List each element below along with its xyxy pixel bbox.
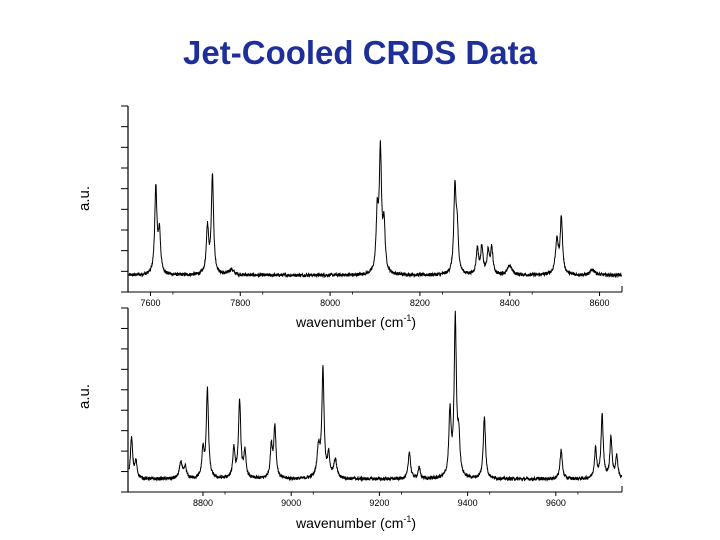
top-chart-x-axis-label: wavenumber (cm-1) — [296, 313, 417, 331]
x-tick-label: 8200 — [410, 298, 430, 308]
x-tick-label: 9200 — [369, 498, 389, 508]
bottom-spectrum-chart: 8800 9000 9200 9400 9600 — [121, 307, 623, 508]
x-tick-label: 9600 — [546, 498, 566, 508]
x-axis-label-exponent: -1 — [403, 514, 412, 524]
page-title: Jet-Cooled CRDS Data — [183, 34, 537, 71]
x-tick-label: 9400 — [458, 498, 478, 508]
x-tick-label: 7800 — [230, 298, 250, 308]
bottom-chart-x-axis-label: wavenumber (cm-1) — [296, 514, 417, 532]
spectrum-line — [128, 140, 623, 279]
x-axis-label-exponent: -1 — [403, 313, 412, 323]
x-tick-label: 8800 — [193, 498, 213, 508]
x-axis-label-close: ) — [411, 314, 417, 330]
x-axis-label-close: ) — [411, 515, 417, 531]
x-tick-label: 7600 — [140, 298, 160, 308]
x-tick-label: 8000 — [320, 298, 340, 308]
x-axis-label-text: wavenumber (cm — [296, 314, 404, 330]
x-tick-label: 8600 — [590, 298, 610, 308]
x-tick-label: 9000 — [281, 498, 301, 508]
top-spectrum-chart: 7600 7800 8000 8200 8400 8600 — [121, 105, 623, 308]
spectrum-line — [128, 310, 623, 482]
x-axis-label-text: wavenumber (cm — [296, 515, 404, 531]
x-tick-label: 8400 — [500, 298, 520, 308]
